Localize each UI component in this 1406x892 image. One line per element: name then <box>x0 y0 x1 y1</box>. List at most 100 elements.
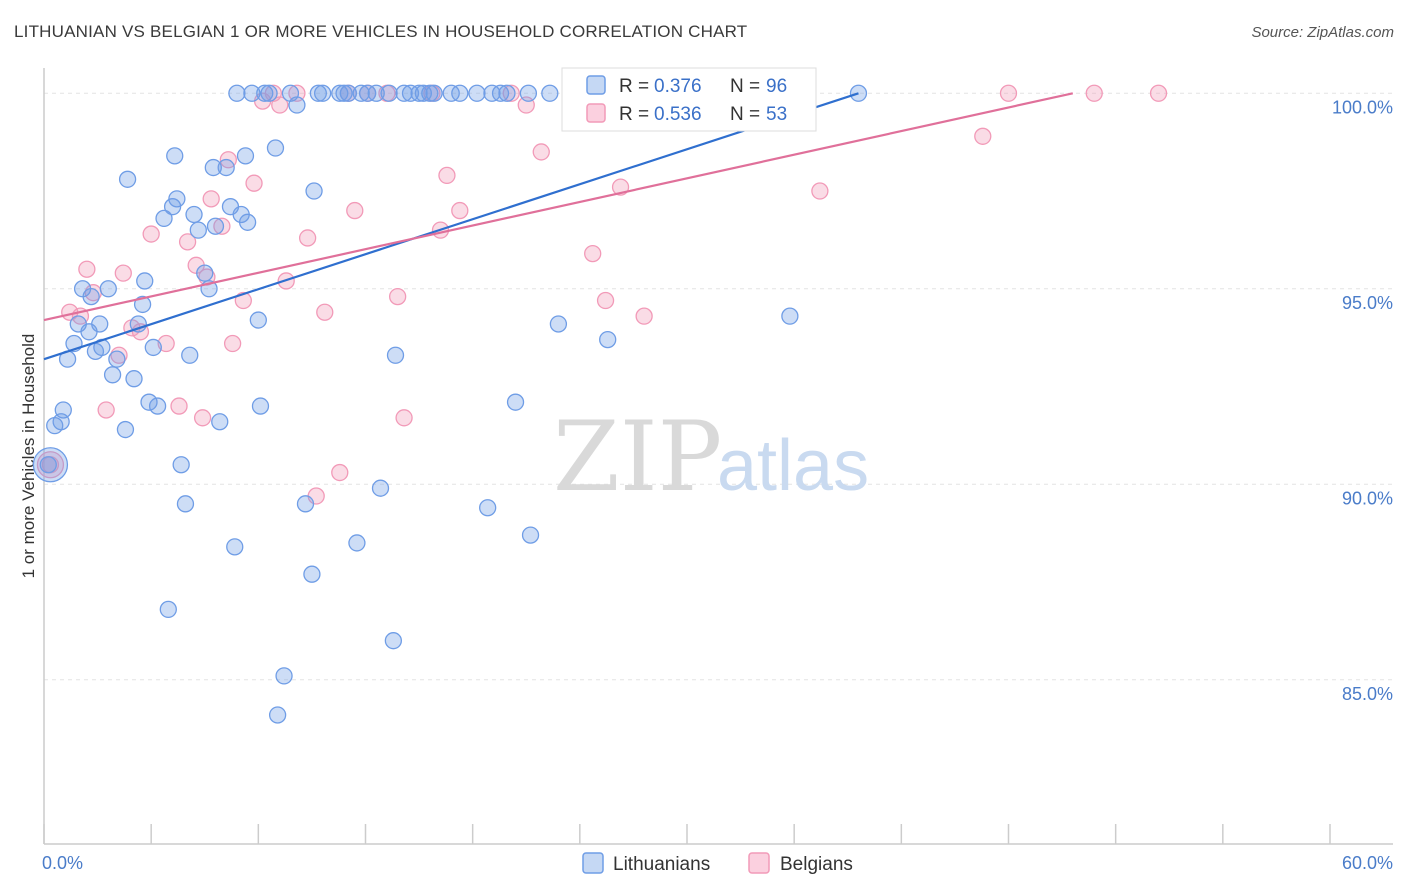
lithuanian-point <box>168 190 186 208</box>
lithuanian-point <box>256 84 274 102</box>
lithuanian-point <box>266 139 285 157</box>
lithuanian-point <box>468 84 486 102</box>
belgian-point <box>999 84 1018 102</box>
legend-r-label-lithuanians: R = <box>619 76 649 97</box>
lithuanian-point <box>133 295 152 314</box>
lithuanian-point <box>155 209 173 228</box>
lithuanian-point <box>148 397 167 415</box>
lithuanian-point <box>305 182 323 200</box>
belgian-point <box>1085 84 1103 102</box>
lithuanian-point <box>136 272 154 290</box>
lithuanian-point <box>781 307 799 325</box>
lithuanian-trend-line <box>43 92 859 361</box>
lithuanian-point <box>309 84 327 102</box>
belgian-point <box>202 190 220 208</box>
lithuanian-point <box>226 538 244 556</box>
legend-r-label-belgians: R = <box>619 104 649 125</box>
y-tick-labels: 85.0% 90.0% 95.0% 100.0% <box>1332 97 1393 704</box>
belgian-point <box>388 287 407 306</box>
lithuanian-point <box>313 84 332 102</box>
belgian-point <box>811 182 829 200</box>
x-tick-marks <box>43 824 1331 844</box>
y-tick-label: 95.0% <box>1342 293 1393 313</box>
lithuanian-point <box>211 413 229 431</box>
lithuanian-point <box>296 495 315 513</box>
lithuanian-point <box>185 205 203 224</box>
lithuanian-point <box>506 393 525 411</box>
belgian-point <box>532 143 550 161</box>
lithuanian-point <box>118 170 137 188</box>
belgian-trend-line <box>43 92 1074 322</box>
lithuanian-point <box>395 84 413 102</box>
lithuanian-point <box>367 84 385 102</box>
y-tick-label: 90.0% <box>1342 488 1393 508</box>
lithuanian-point <box>549 315 568 333</box>
lithuanian-point <box>99 280 117 298</box>
x-tick-labels: 0.0% 60.0% <box>42 853 1393 873</box>
lithuanian-point <box>125 370 143 388</box>
lithuanian-point <box>206 217 225 235</box>
lithuanian-point <box>268 706 287 724</box>
belgian-point <box>142 225 160 243</box>
lithuanian-point <box>116 420 135 439</box>
axes <box>43 68 1393 845</box>
lithuanian-point-large <box>32 447 69 483</box>
lithuanian-point <box>498 84 516 102</box>
lithuanian-point <box>352 84 370 102</box>
y-tick-label: 85.0% <box>1342 684 1393 704</box>
lithuanian-point <box>335 84 353 102</box>
lithuanian-point <box>140 393 158 411</box>
lithuanian-point <box>196 264 214 282</box>
lithuanian-point <box>204 158 222 177</box>
y-axis-label: 1 or more Vehicles in Household <box>19 334 38 579</box>
lithuanian-point <box>82 287 100 306</box>
lithuanian-point <box>599 330 617 349</box>
source-label: Source: ZipAtlas.com <box>1251 24 1394 41</box>
lithuanian-point <box>249 311 267 329</box>
lithuanian-points <box>32 84 868 724</box>
lithuanian-point <box>144 338 162 357</box>
legend-swatch-belgians <box>586 103 606 123</box>
belgian-point <box>1149 84 1168 102</box>
x-tick-label-max: 60.0% <box>1342 853 1393 873</box>
lithuanian-point <box>288 96 306 114</box>
lithuanian-point <box>172 456 190 474</box>
lithuanian-point <box>521 526 540 544</box>
watermark-atlas: atlas <box>717 426 869 506</box>
lithuanian-point <box>163 198 182 216</box>
lithuanian-point <box>159 600 177 619</box>
y-tick-label: 100.0% <box>1332 97 1393 117</box>
belgian-point <box>245 174 263 192</box>
lithuanian-point <box>103 366 122 384</box>
belgian-point <box>271 96 289 114</box>
watermark-zip: ZIP <box>553 401 722 513</box>
series-legend-swatch-lithuanians <box>582 852 604 874</box>
chart-title: LITHUANIAN VS BELGIAN 1 OR MORE VEHICLES… <box>14 22 748 41</box>
legend-r-value-belgians: 0.536 <box>654 104 702 125</box>
lithuanian-point <box>479 499 497 517</box>
lithuanian-point <box>236 147 255 165</box>
legend-r-value-lithuanians: 0.376 <box>654 76 702 97</box>
lithuanian-point <box>425 84 443 102</box>
lithuanian-point <box>176 495 195 513</box>
lithuanian-point <box>189 221 207 239</box>
lithuanian-point <box>251 397 270 415</box>
lithuanian-point <box>519 84 538 102</box>
series-legend-label-lithuanians: Lithuanians <box>613 854 710 875</box>
belgian-point <box>438 166 456 185</box>
lithuanian-point <box>166 147 184 165</box>
watermark: ZIP atlas <box>553 401 869 513</box>
lithuanian-point <box>451 84 469 102</box>
belgian-point <box>170 397 188 415</box>
belgian-point <box>346 201 364 220</box>
legend-n-value-belgians: 53 <box>766 104 787 125</box>
lithuanian-point <box>421 84 439 102</box>
belgian-point <box>596 291 615 310</box>
lithuanian-point <box>371 479 390 497</box>
lithuanian-point <box>217 158 235 177</box>
belgian-point <box>97 401 115 419</box>
lithuanian-point <box>491 84 510 102</box>
lithuanian-point <box>303 565 321 583</box>
lithuanian-point <box>384 632 403 650</box>
